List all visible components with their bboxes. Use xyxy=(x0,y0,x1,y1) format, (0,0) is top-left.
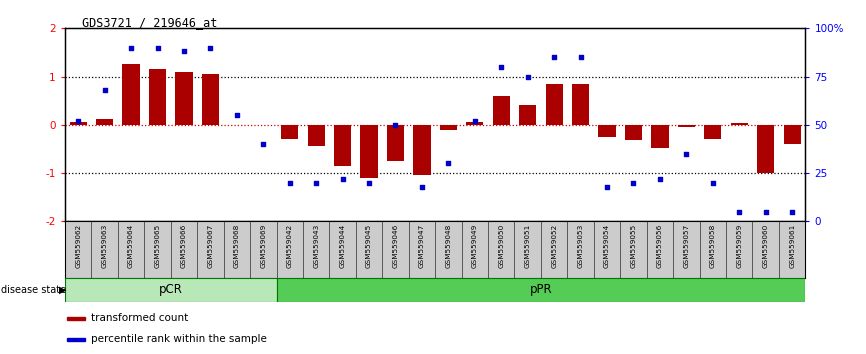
Point xyxy=(336,176,350,182)
Text: GSM559043: GSM559043 xyxy=(313,223,320,268)
Text: GSM559052: GSM559052 xyxy=(551,223,557,268)
Point xyxy=(256,141,270,147)
Bar xyxy=(651,125,669,148)
Text: GSM559051: GSM559051 xyxy=(525,223,531,268)
Text: percentile rank within the sample: percentile rank within the sample xyxy=(92,334,268,344)
Bar xyxy=(704,125,721,139)
Bar xyxy=(519,104,536,125)
Text: GSM559046: GSM559046 xyxy=(392,223,398,268)
Point xyxy=(759,209,772,215)
Text: GSM559059: GSM559059 xyxy=(736,223,742,268)
Point xyxy=(680,151,694,156)
Text: GSM559042: GSM559042 xyxy=(287,223,293,268)
Point xyxy=(706,180,720,185)
Point xyxy=(204,45,217,50)
Point xyxy=(442,161,456,166)
Point xyxy=(124,45,138,50)
Text: ▶: ▶ xyxy=(59,285,67,295)
Text: GSM559065: GSM559065 xyxy=(154,223,160,268)
Point xyxy=(468,118,481,124)
Text: GSM559064: GSM559064 xyxy=(128,223,134,268)
Text: GSM559049: GSM559049 xyxy=(472,223,478,268)
Point xyxy=(151,45,165,50)
Bar xyxy=(440,125,457,130)
Text: GSM559054: GSM559054 xyxy=(604,223,610,268)
Bar xyxy=(202,74,219,125)
Point xyxy=(71,118,85,124)
Text: GSM559063: GSM559063 xyxy=(101,223,107,268)
Point xyxy=(627,180,641,185)
Text: GSM559069: GSM559069 xyxy=(261,223,266,268)
Bar xyxy=(387,125,404,161)
Point xyxy=(229,112,243,118)
Point xyxy=(415,184,429,189)
Point xyxy=(573,55,587,60)
Bar xyxy=(149,69,166,125)
Bar xyxy=(122,64,139,125)
Point xyxy=(600,184,614,189)
Point xyxy=(520,74,534,79)
Text: GSM559061: GSM559061 xyxy=(789,223,795,268)
Point xyxy=(785,209,799,215)
Bar xyxy=(67,317,86,320)
Text: GDS3721 / 219646_at: GDS3721 / 219646_at xyxy=(82,16,217,29)
Text: GSM559056: GSM559056 xyxy=(657,223,663,268)
Point xyxy=(547,55,561,60)
Bar xyxy=(413,125,430,176)
Bar xyxy=(625,125,642,140)
Bar xyxy=(96,119,113,125)
Text: GSM559050: GSM559050 xyxy=(498,223,504,268)
Bar xyxy=(546,84,563,125)
Text: GSM559062: GSM559062 xyxy=(75,223,81,268)
Point xyxy=(653,176,667,182)
Text: disease state: disease state xyxy=(1,285,66,295)
Text: GSM559066: GSM559066 xyxy=(181,223,187,268)
Bar xyxy=(598,125,616,137)
Bar xyxy=(466,122,483,125)
Point xyxy=(98,87,112,93)
Bar xyxy=(731,123,748,125)
Bar xyxy=(67,338,86,342)
Bar xyxy=(678,125,695,127)
Text: GSM559055: GSM559055 xyxy=(630,223,637,268)
Text: GSM559045: GSM559045 xyxy=(366,223,372,268)
Bar xyxy=(757,125,774,173)
Bar xyxy=(69,122,87,125)
Bar xyxy=(360,125,378,178)
Bar xyxy=(276,278,805,302)
Point xyxy=(733,209,746,215)
Text: GSM559068: GSM559068 xyxy=(234,223,240,268)
Bar xyxy=(572,84,589,125)
Point xyxy=(283,180,297,185)
Point xyxy=(177,48,191,54)
Point xyxy=(362,180,376,185)
Bar xyxy=(334,125,352,166)
Text: GSM559067: GSM559067 xyxy=(207,223,213,268)
Point xyxy=(309,180,323,185)
Bar xyxy=(784,125,801,144)
Text: transformed count: transformed count xyxy=(92,313,189,323)
Bar xyxy=(65,278,276,302)
Point xyxy=(389,122,403,128)
Text: GSM559057: GSM559057 xyxy=(683,223,689,268)
Bar xyxy=(307,125,325,147)
Text: GSM559047: GSM559047 xyxy=(419,223,425,268)
Text: GSM559044: GSM559044 xyxy=(339,223,346,268)
Text: GSM559060: GSM559060 xyxy=(763,223,769,268)
Bar xyxy=(281,125,298,139)
Text: GSM559048: GSM559048 xyxy=(445,223,451,268)
Bar xyxy=(493,96,510,125)
Text: pPR: pPR xyxy=(530,283,553,296)
Point xyxy=(494,64,508,70)
Text: GSM559058: GSM559058 xyxy=(710,223,716,268)
Bar xyxy=(175,72,192,125)
Text: pCR: pCR xyxy=(158,283,183,296)
Text: GSM559053: GSM559053 xyxy=(578,223,584,268)
